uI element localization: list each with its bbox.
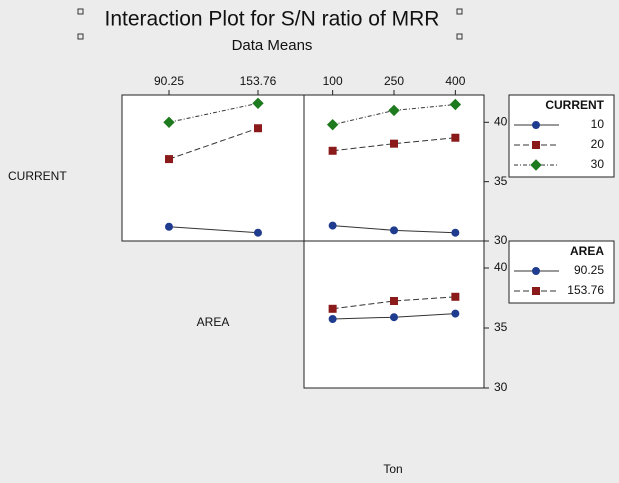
point (328, 304, 337, 313)
panel (303, 94, 485, 242)
legend-marker (532, 287, 540, 295)
point (451, 133, 460, 142)
point (253, 228, 262, 237)
point (390, 297, 398, 305)
point (328, 146, 337, 155)
legend-label: 153.76 (567, 283, 604, 297)
y-tick-label: 35 (494, 174, 508, 188)
factor-label: AREA (197, 315, 230, 329)
series-line (332, 137, 456, 152)
series-line (168, 226, 259, 234)
point (451, 228, 460, 237)
point (388, 104, 400, 117)
x-tick-label: 153.76 (240, 74, 277, 88)
point (252, 97, 264, 110)
point (451, 309, 460, 318)
y-tick-label: 30 (494, 233, 508, 247)
point (390, 313, 398, 322)
legend-box (508, 94, 615, 178)
series-line (168, 127, 259, 160)
column-label: Ton (383, 462, 402, 476)
x-tick-label: 100 (323, 74, 343, 88)
y-tick-label: 40 (494, 114, 508, 128)
x-tick-label: 90.25 (154, 74, 184, 88)
legend-box (508, 240, 615, 304)
point (163, 116, 175, 129)
y-tick-label: 35 (494, 320, 508, 334)
legend-title: CURRENT (545, 98, 604, 112)
point (253, 124, 262, 133)
point (451, 292, 460, 301)
chart-subtitle: Data Means (232, 37, 313, 54)
point (326, 118, 339, 131)
series-line (332, 103, 456, 126)
legend-marker (530, 159, 542, 171)
point (449, 98, 462, 111)
legend-label: 30 (591, 157, 605, 171)
series-line (332, 296, 456, 310)
point (390, 139, 398, 148)
point (390, 226, 398, 235)
legend-marker (532, 141, 540, 149)
y-tick-label: 40 (494, 260, 508, 274)
x-tick-label: 400 (445, 74, 465, 88)
legend-marker (532, 267, 540, 275)
handle (456, 33, 463, 40)
chart-title: Interaction Plot for S/N ratio of MRR (105, 8, 440, 31)
legend-title: AREA (570, 244, 604, 258)
legend-label: 90.25 (574, 263, 604, 277)
point (165, 155, 174, 164)
handle (77, 8, 84, 15)
series-line (168, 102, 259, 123)
x-tick-label: 250 (384, 74, 404, 88)
legend-label: 10 (591, 117, 605, 131)
y-tick-label: 30 (494, 380, 508, 394)
handle (456, 8, 463, 15)
point (328, 221, 337, 230)
legend-label: 20 (591, 137, 605, 151)
point (328, 315, 337, 323)
panel (121, 94, 305, 242)
point (165, 222, 174, 231)
handle (77, 33, 84, 40)
row-label: CURRENT (8, 169, 67, 183)
legend-marker (532, 121, 540, 129)
